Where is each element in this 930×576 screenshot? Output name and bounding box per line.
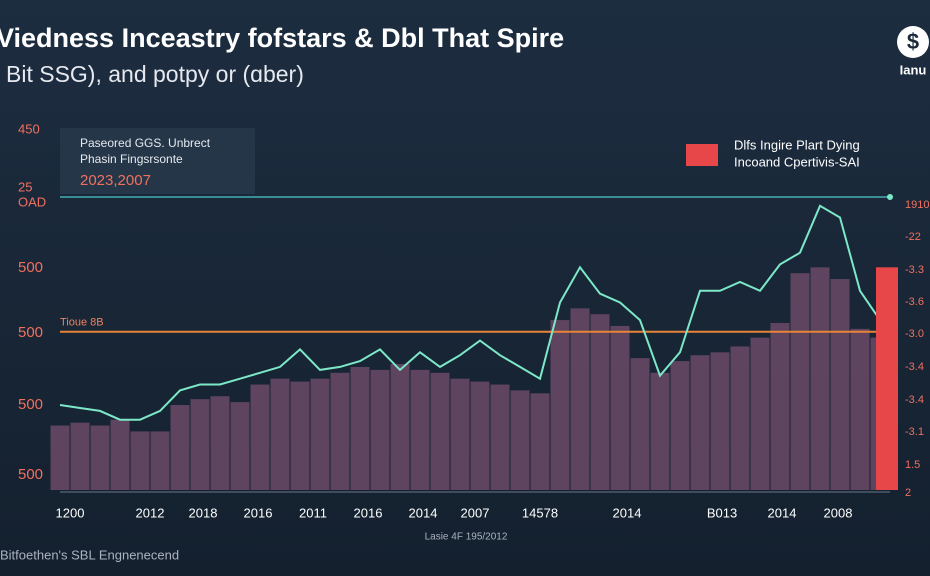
bar — [770, 322, 790, 490]
legend-entry: Dlfs Ingire Plart Dying — [734, 137, 860, 152]
bar — [130, 431, 150, 490]
footer: Bitfoethen's SBL Engnenecend — [0, 547, 179, 562]
highlight-bar — [876, 267, 898, 490]
x-tick-label: 2016 — [244, 505, 273, 520]
y2-axis-label: -22 — [905, 231, 921, 243]
x-tick-label: 2007 — [461, 505, 490, 520]
y2-axis-label: -3.0 — [905, 328, 924, 340]
bar — [390, 364, 410, 490]
bar — [330, 372, 350, 490]
bar — [850, 328, 870, 490]
badge-icon — [897, 26, 929, 58]
y2-axis-label: -3.3 — [905, 264, 924, 276]
y2-axis-label: -3.4 — [905, 394, 924, 406]
bar — [370, 369, 390, 490]
bar — [530, 393, 550, 490]
bar — [410, 369, 430, 490]
bar — [190, 399, 210, 490]
badge-symbol: $ — [907, 29, 919, 54]
annotation-line: Phasin Fingsrsonte — [80, 152, 183, 166]
x-tick-label: 2014 — [613, 505, 642, 520]
bar — [90, 425, 110, 490]
annotation-highlight: 2023,2007 — [80, 172, 151, 189]
y-axis-label: 450 — [18, 121, 40, 136]
y-axis-label: 500 — [18, 396, 43, 413]
y2-axis-label: 1.5 — [905, 459, 920, 471]
bar — [270, 378, 290, 490]
line-series — [59, 204, 881, 421]
bar — [570, 308, 590, 490]
bar — [630, 358, 650, 490]
bar — [210, 396, 230, 490]
rule-end — [887, 194, 893, 200]
annotation-line: Paseored GGS. Unbrect — [80, 136, 211, 150]
bar — [50, 425, 70, 490]
bar — [450, 378, 470, 490]
x-tick-label: B013 — [707, 505, 737, 520]
bar — [650, 372, 670, 490]
x-tick-label: 2014 — [768, 505, 797, 520]
x-tick-label: 2018 — [189, 505, 218, 520]
x-tick-label: 2016 — [354, 505, 383, 520]
y-axis-label: 500 — [18, 466, 43, 483]
bar — [110, 419, 130, 490]
bar — [490, 384, 510, 490]
y2-axis-label: -3.4 — [905, 361, 924, 373]
y2-axis-label: 1910 — [905, 199, 929, 211]
x-tick-label: 2011 — [299, 505, 327, 520]
badge-label: Ianu — [900, 62, 927, 77]
bar — [70, 422, 90, 490]
x-tick-label: 1200 — [56, 505, 85, 520]
bar — [710, 352, 730, 490]
legend-swatch — [686, 144, 718, 166]
bar — [350, 366, 370, 490]
annotation-box — [60, 128, 255, 194]
reference-label: Tioue 8B — [60, 317, 104, 329]
y-axis-label: 25 — [18, 179, 32, 194]
bar — [790, 273, 810, 490]
bar — [230, 402, 250, 490]
bar — [690, 355, 710, 490]
y-axis-label: OAD — [18, 194, 46, 209]
y2-axis-label: -3.1 — [905, 426, 924, 438]
bar — [730, 346, 750, 490]
bar — [290, 381, 310, 490]
legend-entry: Incoand Cpertivis-SAI — [734, 154, 860, 169]
x-tick-label: 2008 — [824, 505, 853, 520]
x-axis-note: Lasie 4F 195/2012 — [425, 532, 508, 543]
chart-title: Viedness Inceastry fofstars & Dbl That S… — [0, 23, 564, 53]
y-axis-label: 500 — [18, 324, 43, 341]
bar — [750, 337, 770, 490]
bar — [150, 431, 170, 490]
y-axis-label: 500 — [18, 259, 43, 276]
x-tick-label: 2014 — [409, 505, 438, 520]
bar — [510, 390, 530, 490]
bar — [810, 267, 830, 490]
x-tick-label: 14578 — [522, 505, 558, 520]
bar — [590, 314, 610, 490]
bar — [430, 372, 450, 490]
bar — [550, 320, 570, 490]
y2-axis-label: -3.6 — [905, 296, 924, 308]
bar — [830, 279, 850, 490]
bar — [670, 361, 690, 490]
chart-subtitle: Bit SSG), and potpy or (ɑber) — [6, 61, 304, 87]
bar — [470, 381, 490, 490]
bar — [250, 384, 270, 490]
y2-axis-label: 2 — [905, 487, 911, 499]
bar — [310, 378, 330, 490]
bar — [170, 405, 190, 490]
bar — [610, 325, 630, 490]
x-tick-label: 2012 — [136, 505, 165, 520]
